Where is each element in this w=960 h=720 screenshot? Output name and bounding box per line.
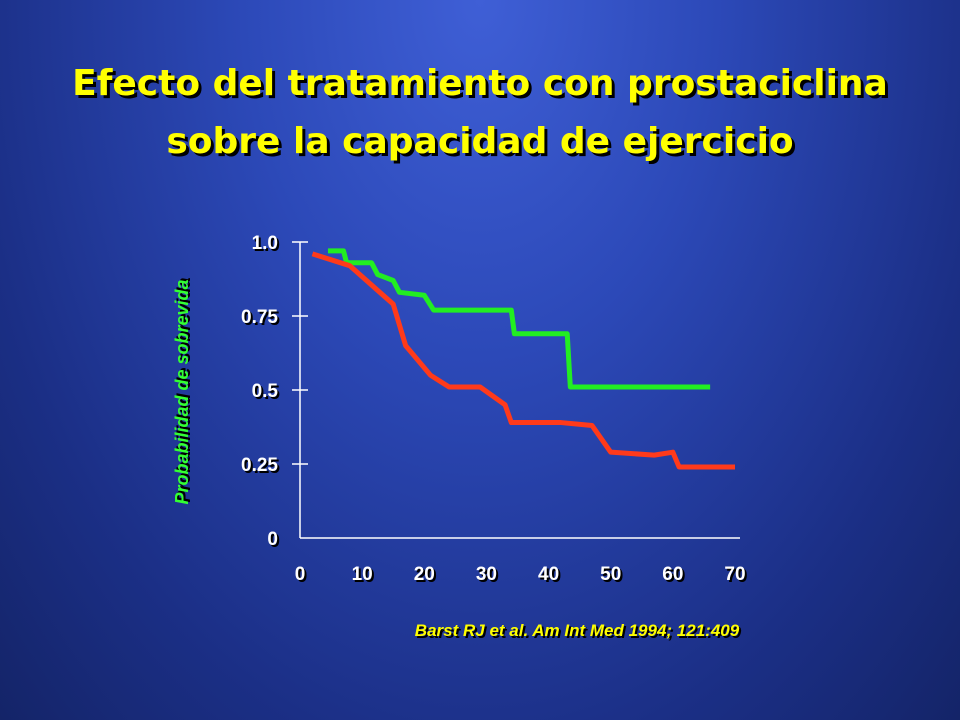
y-tick-label: 0 — [267, 529, 278, 550]
x-tick-label: 30 — [476, 564, 497, 585]
series-layer — [311, 248, 735, 470]
y-tick-label: 1.0 — [252, 233, 278, 254]
red-survival-line — [311, 251, 735, 470]
x-tick-label: 20 — [414, 564, 435, 585]
y-ticks: 1.0 0.75 0.5 0.25 0 — [241, 233, 308, 550]
green-survival-line — [327, 248, 711, 390]
title-line-1: Efecto del tratamiento con prostaciclina — [72, 63, 888, 104]
chart-axes — [299, 242, 740, 539]
x-tick-label: 60 — [662, 564, 683, 585]
y-tick-label: 0.25 — [241, 455, 278, 476]
citation: Barst RJ et al. Am Int Med 1994; 121:409 — [415, 621, 740, 640]
x-tick-label: 10 — [352, 564, 373, 585]
y-tick-label: 0.5 — [252, 381, 279, 402]
x-tick-label: 50 — [600, 564, 621, 585]
y-tick-label: 0.75 — [241, 307, 278, 328]
slide-title: Efecto del tratamiento con prostaciclina… — [0, 55, 960, 171]
x-tick-label: 40 — [538, 564, 559, 585]
x-ticks: 0 10 20 30 40 50 60 70 — [295, 564, 746, 585]
title-line-2: sobre la capacidad de ejercicio — [166, 121, 794, 162]
x-tick-label: 70 — [724, 564, 745, 585]
y-axis-label: Probabilidad de sobrevida — [172, 279, 192, 504]
x-tick-label: 0 — [295, 564, 306, 585]
